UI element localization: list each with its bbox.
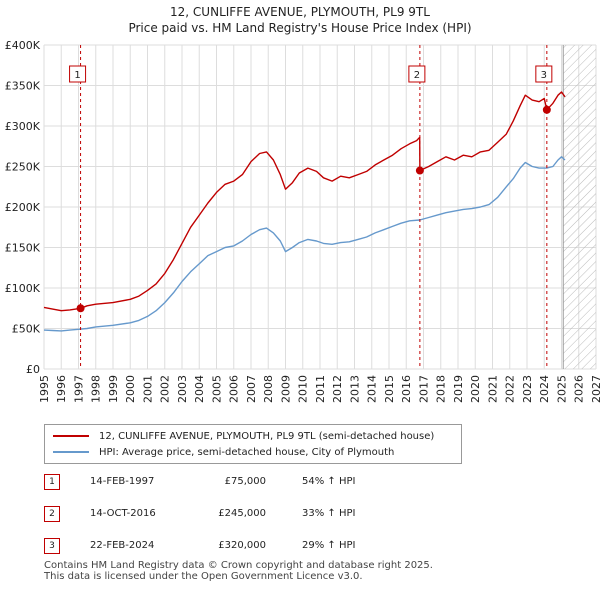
x-tick-label: 2015 — [383, 375, 396, 403]
chart-legend: 12, CUNLIFFE AVENUE, PLYMOUTH, PL9 9TL (… — [44, 424, 462, 464]
transaction-badge: 3 — [44, 538, 60, 554]
x-tick-label: 2020 — [469, 375, 482, 403]
x-tick-label: 2004 — [193, 375, 206, 403]
transaction-badge: 2 — [44, 506, 60, 522]
y-tick-label: £100K — [5, 282, 41, 295]
transaction-price: £75,000 — [224, 476, 266, 487]
sale-marker-box — [408, 65, 426, 83]
x-tick-label: 2025 — [555, 375, 568, 403]
chart-subtitle: Price paid vs. HM Land Registry's House … — [128, 21, 472, 35]
x-tick-label: 2008 — [262, 375, 275, 403]
sale-point — [542, 105, 551, 114]
table-row: 3 22-FEB-2024 £320,000 29% ↑ HPI — [44, 538, 584, 556]
x-tick-label: 2010 — [297, 375, 310, 403]
chart-title-address: 12, CUNLIFFE AVENUE, PLYMOUTH, PL9 9TL — [170, 5, 430, 19]
y-tick-label: £200K — [5, 201, 41, 214]
x-tick-label: 2023 — [521, 375, 534, 403]
x-tick-label: 2022 — [504, 375, 517, 403]
x-tick-label: 1995 — [38, 375, 51, 403]
footer-attribution: Contains HM Land Registry data © Crown c… — [44, 560, 433, 582]
legend-item-property: 12, CUNLIFFE AVENUE, PLYMOUTH, PL9 9TL (… — [53, 429, 434, 443]
sale-marker-label: 1 — [74, 70, 80, 81]
y-tick-label: £250K — [5, 161, 41, 174]
x-tick-label: 2013 — [348, 375, 361, 403]
transaction-hpi-diff: 54% ↑ HPI — [302, 476, 356, 487]
x-tick-label: 2009 — [279, 375, 292, 403]
x-tick-label: 2026 — [573, 375, 586, 403]
transaction-hpi-diff: 33% ↑ HPI — [302, 508, 356, 519]
x-tick-label: 2014 — [366, 375, 379, 403]
transaction-date: 22-FEB-2024 — [90, 540, 155, 551]
sale-marker-box — [69, 65, 87, 83]
transaction-price: £320,000 — [218, 540, 266, 551]
x-tick-label: 2021 — [486, 375, 499, 403]
transaction-hpi-diff: 29% ↑ HPI — [302, 540, 356, 551]
footer-copyright: Contains HM Land Registry data © Crown c… — [44, 560, 433, 571]
legend-item-hpi: HPI: Average price, semi-detached house,… — [53, 445, 394, 459]
x-tick-label: 2005 — [210, 375, 223, 403]
x-tick-label: 2019 — [452, 375, 465, 403]
property-series-line — [43, 91, 566, 312]
y-tick-label: £350K — [5, 80, 41, 93]
legend-swatch-hpi — [53, 451, 89, 453]
price-chart: £0 £50K £100K £150K £200K £250K £300K £350K £400… — [5, 39, 600, 403]
sale-marker-box — [535, 65, 553, 83]
sale-marker-label: 3 — [541, 70, 547, 81]
x-tick-label: 2007 — [245, 375, 258, 403]
y-tick-label: £300K — [5, 120, 41, 133]
x-tick-label: 2017 — [417, 375, 430, 403]
sale-marker-label: 2 — [414, 70, 420, 81]
x-tick-label: 2006 — [228, 375, 241, 403]
legend-label-property: 12, CUNLIFFE AVENUE, PLYMOUTH, PL9 9TL (… — [99, 430, 435, 442]
y-tick-label: £0 — [26, 363, 40, 376]
transaction-badge: 1 — [44, 474, 60, 490]
legend-label-hpi: HPI: Average price, semi-detached house,… — [99, 446, 395, 458]
x-tick-label: 2002 — [159, 375, 172, 403]
x-tick-label: 2003 — [176, 375, 189, 403]
x-tick-label: 2001 — [141, 375, 154, 403]
x-tick-label: 2018 — [435, 375, 448, 403]
y-tick-label: £50K — [12, 323, 41, 336]
x-tick-label: 2011 — [314, 375, 327, 403]
y-tick-label: £400K — [5, 39, 41, 52]
table-row: 1 14-FEB-1997 £75,000 54% ↑ HPI — [44, 474, 584, 492]
transaction-date: 14-FEB-1997 — [90, 476, 155, 487]
x-tick-label: 2024 — [538, 375, 551, 403]
transaction-date: 14-OCT-2016 — [90, 508, 156, 519]
future-hatched-region — [563, 45, 596, 369]
x-tick-label: 2012 — [331, 375, 344, 403]
sale-point — [76, 304, 85, 313]
x-tick-label: 2000 — [124, 375, 137, 403]
x-tick-label: 1997 — [72, 375, 85, 403]
x-tick-label: 1998 — [90, 375, 103, 403]
table-row: 2 14-OCT-2016 £245,000 33% ↑ HPI — [44, 506, 584, 524]
x-tick-label: 1999 — [107, 375, 120, 403]
transaction-price: £245,000 — [218, 508, 266, 519]
sale-point — [415, 166, 424, 175]
x-tick-label: 1996 — [55, 375, 68, 403]
footer-licence: This data is licensed under the Open Gov… — [44, 571, 363, 582]
legend-swatch-property — [53, 435, 89, 437]
x-tick-label: 2016 — [400, 375, 413, 403]
x-tick-label: 2027 — [590, 375, 600, 403]
y-tick-label: £150K — [5, 242, 41, 255]
hpi-series-line — [43, 156, 566, 332]
